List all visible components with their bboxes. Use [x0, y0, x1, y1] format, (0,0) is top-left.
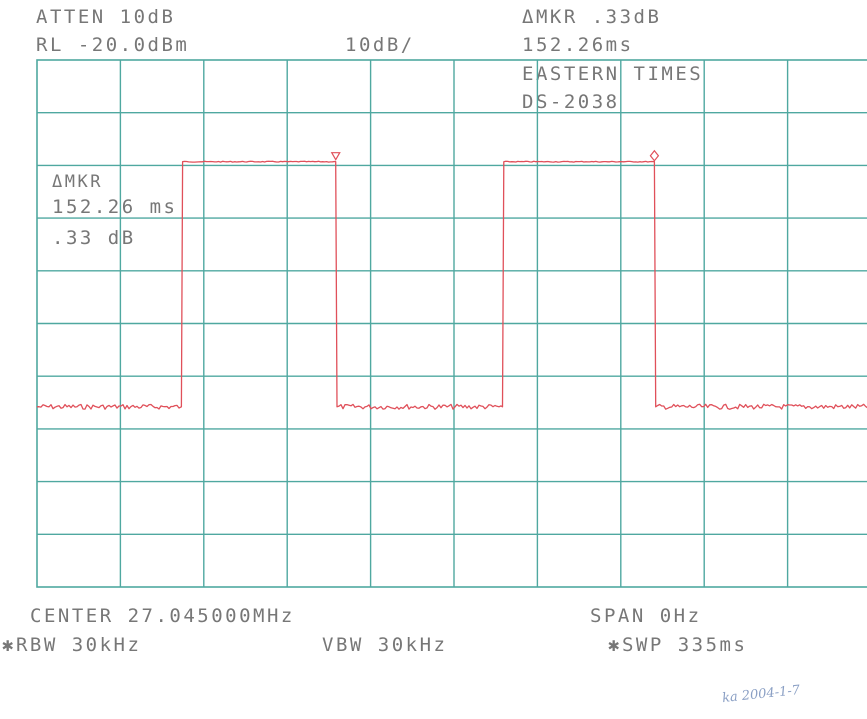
- ref-level-label: RL -20.0dBm: [36, 34, 190, 56]
- trace-line: [36, 160, 867, 410]
- delta-marker-label: ΔMKR .33dB: [522, 6, 662, 28]
- atten-label: ATTEN 10dB: [36, 6, 176, 28]
- marker-diamond: [649, 149, 660, 162]
- span-label: SPAN 0Hz: [590, 605, 702, 627]
- center-freq-label: CENTER 27.045000MHz: [30, 605, 295, 627]
- marker-box-title: ΔMKR: [52, 172, 103, 192]
- model-label: DS-2038: [522, 91, 620, 113]
- vbw-label: VBW 30kHz: [322, 634, 448, 656]
- station-label: EASTERN TIMES: [522, 63, 704, 85]
- plot-grid: [36, 59, 867, 588]
- rbw-label: ✱RBW 30kHz: [2, 634, 142, 656]
- sweep-label: ✱SWP 335ms: [608, 634, 748, 656]
- scale-label: 10dB/: [345, 34, 415, 56]
- marker-triangle: [330, 152, 341, 161]
- marker-group: [330, 149, 660, 162]
- marker-box-time: 152.26 ms: [52, 196, 178, 218]
- trace-group: [36, 160, 867, 410]
- delta-time-label: 152.26ms: [522, 34, 634, 56]
- marker-box-level: .33 dB: [52, 227, 136, 249]
